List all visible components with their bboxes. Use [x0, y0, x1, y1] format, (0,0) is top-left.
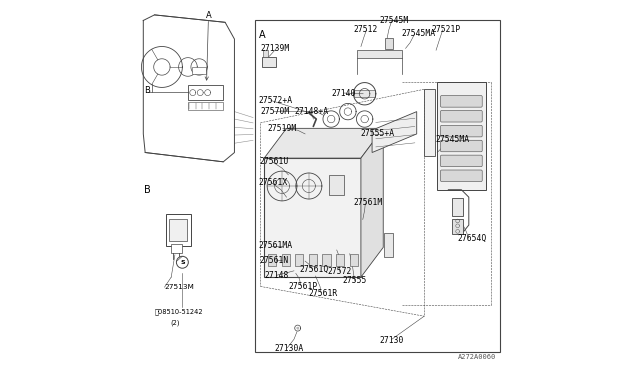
- Text: 27521P: 27521P: [431, 25, 461, 34]
- Text: 27570M: 27570M: [260, 107, 290, 116]
- Text: 27572: 27572: [328, 267, 352, 276]
- FancyBboxPatch shape: [440, 170, 482, 182]
- Text: 27130A: 27130A: [275, 344, 304, 353]
- Bar: [188, 102, 223, 110]
- Bar: [452, 219, 463, 234]
- Bar: [323, 254, 331, 266]
- Text: 27555+A: 27555+A: [361, 129, 395, 138]
- FancyBboxPatch shape: [440, 155, 482, 167]
- Text: 27561MA: 27561MA: [259, 241, 292, 250]
- Text: 27561U: 27561U: [260, 157, 289, 166]
- Text: 27513M: 27513M: [164, 284, 195, 290]
- Bar: [168, 219, 187, 241]
- Circle shape: [177, 256, 188, 268]
- Text: 27140: 27140: [331, 89, 356, 97]
- FancyBboxPatch shape: [440, 110, 482, 122]
- Text: 27561N: 27561N: [260, 256, 289, 265]
- FancyBboxPatch shape: [440, 125, 482, 137]
- Bar: [262, 57, 276, 67]
- Text: 27572+A: 27572+A: [259, 96, 292, 105]
- Bar: [295, 254, 303, 266]
- Bar: [264, 50, 268, 57]
- Text: A272A0060: A272A0060: [458, 354, 496, 360]
- Text: 27545MA: 27545MA: [435, 135, 470, 144]
- Bar: [188, 85, 223, 100]
- Text: S: S: [180, 260, 185, 265]
- Text: Ⓝ08510-51242: Ⓝ08510-51242: [154, 308, 203, 315]
- Text: 27561R: 27561R: [309, 289, 338, 298]
- Bar: [384, 232, 394, 257]
- Bar: [349, 254, 358, 266]
- Text: 27561M: 27561M: [353, 198, 383, 207]
- Bar: [255, 20, 500, 352]
- Text: B: B: [145, 185, 151, 195]
- Text: 27148: 27148: [264, 271, 289, 280]
- Text: 27545M: 27545M: [380, 16, 409, 25]
- Text: 27555: 27555: [342, 276, 367, 285]
- Polygon shape: [264, 128, 383, 158]
- Bar: [354, 90, 375, 97]
- Bar: [452, 198, 463, 216]
- Text: (2): (2): [170, 319, 180, 326]
- Bar: [309, 254, 317, 266]
- Text: 27139M: 27139M: [260, 44, 290, 53]
- FancyBboxPatch shape: [440, 140, 482, 152]
- Bar: [385, 38, 392, 49]
- Bar: [166, 214, 191, 246]
- Text: 27654Q: 27654Q: [458, 234, 487, 243]
- Bar: [357, 50, 402, 58]
- Text: 27561P: 27561P: [289, 282, 317, 291]
- Text: 27519M: 27519M: [268, 124, 297, 133]
- Bar: [336, 254, 344, 266]
- Text: 27148+A: 27148+A: [294, 107, 328, 116]
- Bar: [424, 89, 435, 156]
- Text: 27545MA: 27545MA: [402, 29, 436, 38]
- Bar: [264, 158, 361, 277]
- Bar: [282, 254, 290, 266]
- Text: 27130: 27130: [380, 336, 404, 345]
- FancyBboxPatch shape: [440, 96, 482, 107]
- Text: 27561Q: 27561Q: [300, 265, 329, 274]
- Text: 27512: 27512: [353, 25, 378, 34]
- Text: A: A: [259, 30, 265, 40]
- Polygon shape: [361, 128, 383, 277]
- Bar: [268, 254, 276, 266]
- Text: A: A: [205, 11, 211, 20]
- Text: 27561X: 27561X: [259, 178, 288, 187]
- Bar: [437, 82, 486, 190]
- Bar: [330, 175, 344, 195]
- Bar: [172, 244, 182, 253]
- Bar: [191, 67, 206, 74]
- Text: B: B: [145, 86, 150, 94]
- Polygon shape: [372, 112, 417, 153]
